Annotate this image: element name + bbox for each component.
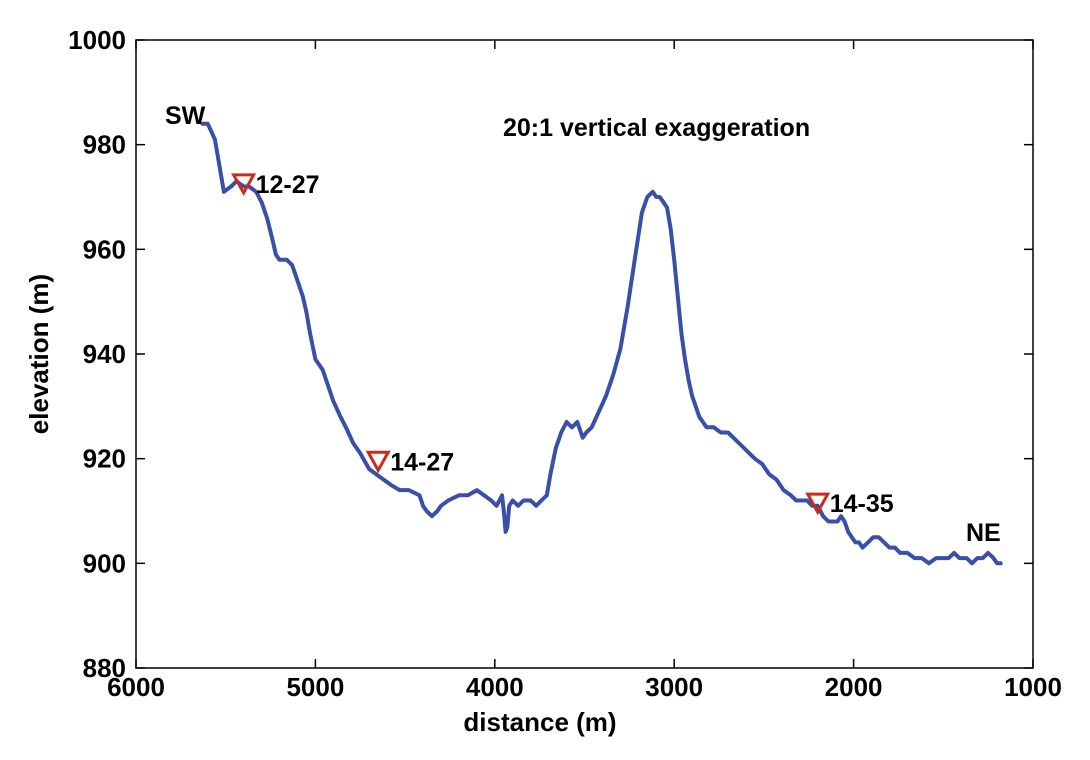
- y-tick-label: 900: [83, 548, 126, 578]
- ne-label: NE: [966, 519, 1001, 547]
- x-tick-label: 4000: [466, 672, 524, 702]
- station-marker-triangle: [365, 450, 391, 474]
- x-tick-label: 6000: [107, 672, 165, 702]
- y-tick-label: 920: [83, 444, 126, 474]
- x-tick-label: 2000: [825, 672, 883, 702]
- exaggeration-label: 20:1 vertical exaggeration: [503, 114, 810, 142]
- x-tick-label: 1000: [1004, 672, 1062, 702]
- x-tick-label: 5000: [286, 672, 344, 702]
- station-marker-label: 12-27: [256, 171, 320, 199]
- station-marker-triangle: [231, 173, 257, 197]
- y-tick-label: 960: [83, 234, 126, 264]
- x-axis: 6000 5000 4000 3000 2000 1000: [107, 40, 1062, 702]
- y-axis-label: elevation (m): [24, 274, 54, 434]
- station-marker-label: 14-35: [830, 490, 894, 518]
- station-marker-triangle: [805, 492, 831, 516]
- sw-label: SW: [165, 102, 206, 130]
- y-tick-label: 980: [83, 130, 126, 160]
- x-tick-label: 3000: [645, 672, 703, 702]
- y-tick-label: 940: [83, 339, 126, 369]
- y-tick-label: 1000: [68, 25, 126, 55]
- elevation-profile-line: [200, 121, 1003, 566]
- station-marker-label: 14-27: [390, 448, 454, 476]
- y-axis: 880 900 920 940 960 980 1000: [68, 25, 1033, 683]
- y-tick-label: 880: [83, 653, 126, 683]
- x-axis-label: distance (m): [463, 707, 616, 737]
- station-markers: 12-27 14-27 14-35: [231, 171, 894, 518]
